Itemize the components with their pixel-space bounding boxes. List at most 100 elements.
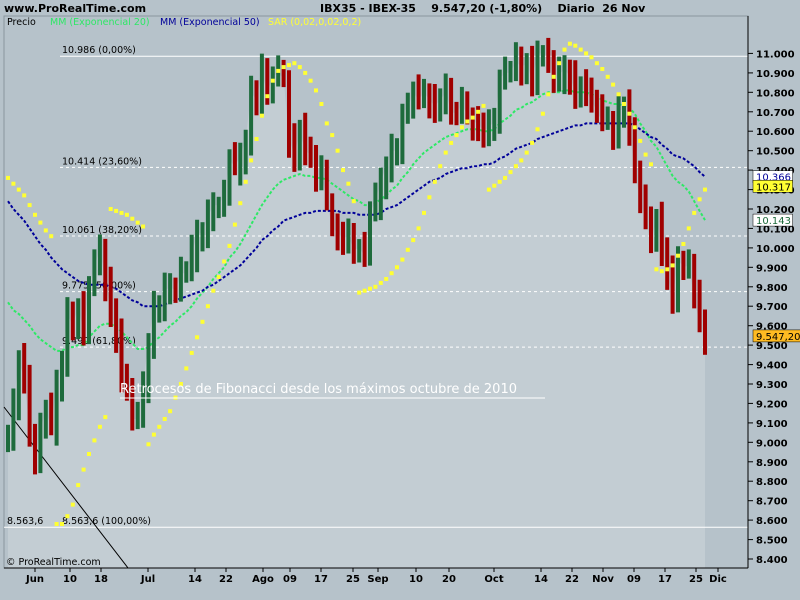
sar-dot [249, 158, 254, 163]
sar-dot [281, 65, 286, 70]
sar-dot [481, 103, 486, 108]
sar-dot [697, 197, 702, 202]
sar-dot [427, 195, 432, 200]
x-tick-label: Jun [25, 574, 44, 585]
sar-dot [676, 253, 680, 258]
sar-value-box [752, 180, 793, 193]
y-tick-label: 10.100 [756, 224, 795, 235]
sar-dot [38, 220, 43, 225]
timeframe: Diario [557, 2, 595, 15]
sar-dot [141, 224, 146, 229]
sar-dot [567, 41, 572, 46]
sar-dot [200, 319, 205, 324]
y-tick-label: 9.300 [756, 380, 788, 391]
y-tick-label: 8.600 [756, 516, 788, 527]
sar-dot [432, 179, 437, 184]
instrument-name: IBX35 - IBEX-35 [320, 2, 416, 15]
sar-dot [238, 201, 243, 206]
sar-dot [670, 263, 675, 268]
y-tick-label: 8.500 [756, 536, 788, 547]
fib-label: 9.775 (50,00%) [62, 281, 136, 292]
sar-dot [103, 415, 108, 420]
ema20-value-box [752, 213, 793, 227]
x-tick-label: 20 [442, 574, 456, 585]
sar-dot [665, 267, 670, 272]
sar-dot [649, 162, 653, 167]
sar-dot [195, 335, 200, 340]
chart-header: IBX35 - IBEX-35 9.547,20 (-1,80%) Diario… [320, 2, 645, 15]
sar-dot [513, 164, 518, 169]
sar-dot [276, 68, 281, 73]
copyright: © ProRealTime.com [6, 557, 101, 568]
sar-dot [297, 65, 302, 70]
y-tick-label: 9.200 [756, 399, 788, 410]
sar-dot [659, 269, 664, 274]
sar-dot [622, 102, 626, 106]
legend-price: Precio [7, 17, 36, 28]
sar-dot [43, 228, 48, 233]
sar-dot [330, 133, 335, 138]
sar-dot [632, 125, 637, 130]
x-tick-label: 09 [283, 574, 297, 585]
legend-ema50: MM (Exponencial 50) [160, 17, 260, 28]
sar-dot [243, 179, 248, 184]
site-name[interactable]: www.ProRealTime.com [4, 2, 147, 15]
x-tick-label: 14 [534, 574, 548, 585]
sar-dot [459, 125, 464, 130]
fib-label: 8.563,6 (100,00%) [62, 516, 151, 527]
x-tick-label: 10 [409, 574, 423, 585]
sar-dot [205, 304, 210, 309]
x-tick-label: 17 [658, 574, 672, 585]
x-tick-label: 10 [63, 574, 77, 585]
sar-dot [395, 265, 399, 270]
sar-dot [335, 148, 340, 153]
sar-dot [303, 70, 308, 75]
x-tick-label: Jul [140, 574, 155, 585]
price-value-box [752, 329, 800, 343]
x-tick-label: Ago [252, 574, 274, 585]
sar-dot [130, 216, 135, 221]
sar-dot [551, 74, 556, 79]
sar-dot [232, 222, 237, 227]
sar-dot [157, 424, 162, 429]
y-tick-label: 9.800 [756, 283, 788, 294]
y-tick-label: 10.800 [756, 88, 795, 99]
sar-dot [605, 74, 610, 79]
sar-dot [497, 179, 502, 184]
sar-dot [411, 238, 416, 243]
sar-dot [465, 119, 470, 124]
sar-dot [119, 210, 124, 215]
sar-dot [643, 152, 648, 157]
sar-dot [578, 47, 583, 52]
last-price: 9.547,20 (-1,80%) [431, 2, 543, 15]
title-bar: www.ProRealTime.com IBX35 - IBEX-35 9.54… [0, 0, 800, 16]
sar-dot [11, 181, 16, 186]
price-area [8, 53, 705, 568]
y-tick-label: 9.600 [756, 322, 788, 333]
x-tick-label: 14 [188, 574, 202, 585]
sar-dot [124, 212, 129, 217]
sar-dot [476, 109, 481, 114]
sar-dot [357, 290, 362, 295]
y-tick-label: 8.400 [756, 555, 788, 566]
sar-dot [216, 275, 221, 280]
sar-dot [351, 199, 356, 204]
legend-sar: SAR (0,02,0,02,0,2) [268, 17, 361, 28]
sar-dot [600, 67, 605, 71]
sar-dot [27, 203, 32, 208]
x-tick-label: 17 [314, 574, 328, 585]
sar-dot [524, 150, 529, 155]
sar-dot [703, 187, 707, 192]
sar-dot [486, 187, 491, 192]
sar-dot [686, 226, 691, 231]
sar-dot [22, 193, 27, 198]
ema50-line [7, 122, 706, 308]
sar-dot [168, 409, 173, 414]
sar-dot [81, 467, 86, 472]
sar-dot [16, 187, 21, 192]
x-tick-label: 25 [346, 574, 360, 585]
sar-dot [70, 502, 75, 507]
sar-dot [627, 111, 632, 116]
